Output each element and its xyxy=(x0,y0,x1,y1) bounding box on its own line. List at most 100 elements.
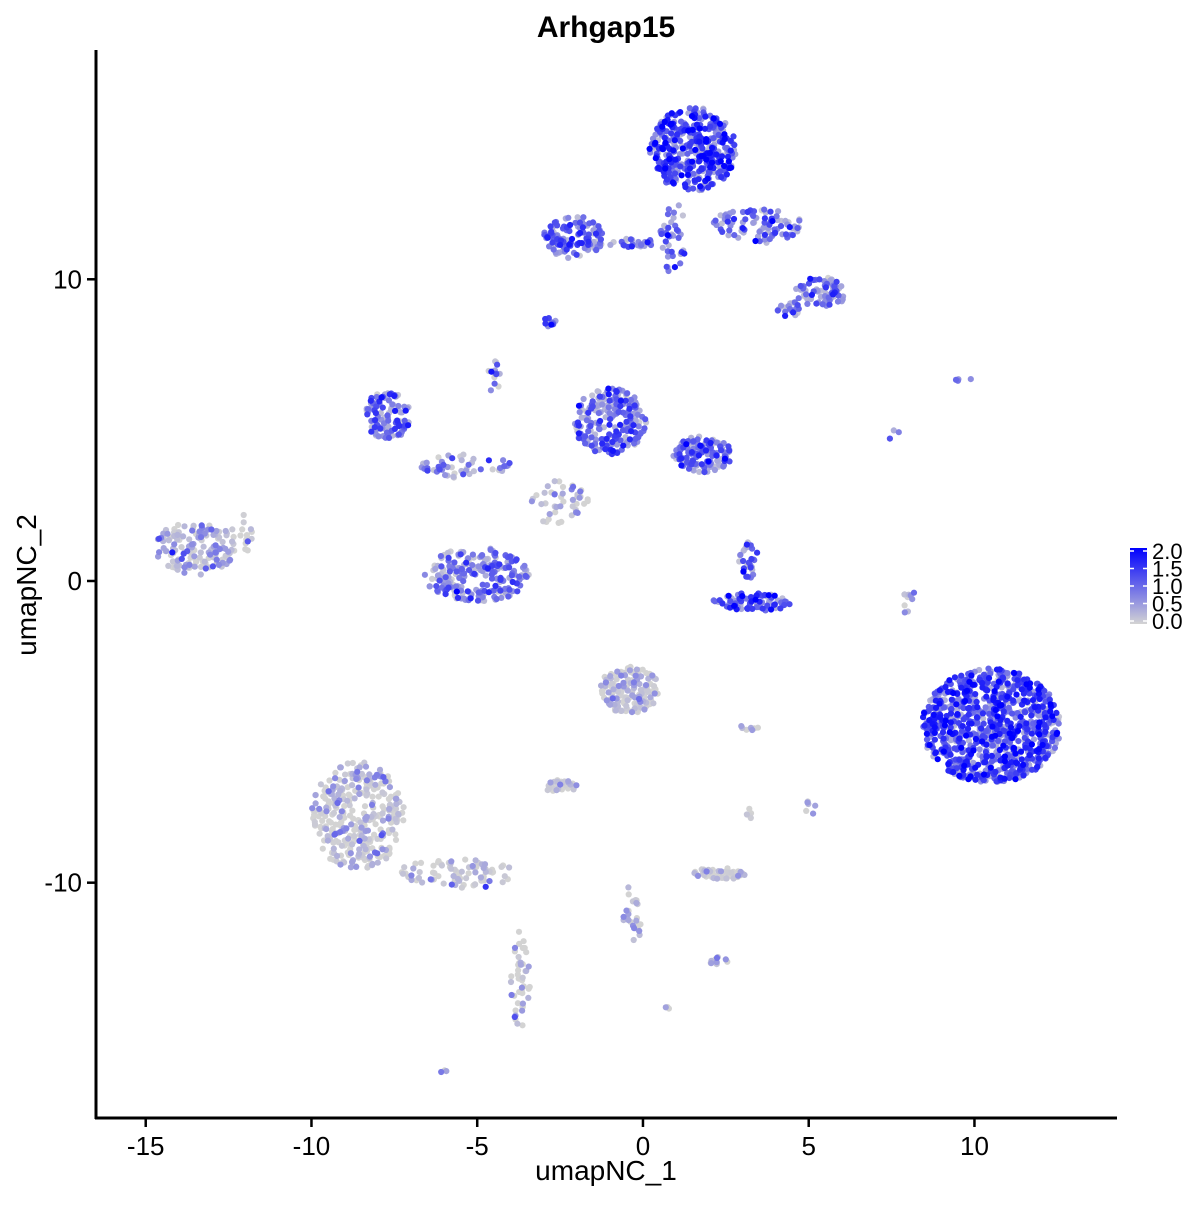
cell-point xyxy=(740,557,747,565)
cell-point xyxy=(708,960,715,967)
cell-point xyxy=(507,553,514,560)
cell-point xyxy=(450,473,457,480)
cell-point xyxy=(652,155,659,162)
cell-point xyxy=(696,468,703,475)
cell-point xyxy=(514,1000,522,1007)
cell-point xyxy=(436,577,443,584)
cell-point xyxy=(991,688,998,695)
cell-point xyxy=(344,797,351,804)
cell-point xyxy=(972,735,980,743)
cell-point xyxy=(607,701,614,708)
cell-point xyxy=(448,881,455,888)
cell-point xyxy=(197,549,204,556)
cell-point xyxy=(410,865,417,872)
cell-point xyxy=(718,220,725,227)
cell-point xyxy=(813,300,820,307)
cell-point xyxy=(1036,731,1043,738)
cell-point xyxy=(435,454,442,461)
cell-point xyxy=(895,429,902,436)
cell-point xyxy=(721,131,728,138)
cell-point xyxy=(222,545,229,552)
colorbar-tick-label: 0.5 xyxy=(1152,592,1183,617)
cell-point xyxy=(632,672,639,679)
cell-point xyxy=(556,478,563,485)
cell-point xyxy=(330,845,337,852)
cell-point xyxy=(383,855,390,862)
cell-point xyxy=(624,390,631,397)
cell-point xyxy=(329,825,336,833)
cell-point xyxy=(438,862,445,869)
cell-point xyxy=(585,409,592,416)
cell-point xyxy=(334,852,341,860)
cell-point xyxy=(623,418,630,425)
cell-point xyxy=(703,138,710,145)
cell-point xyxy=(401,864,408,871)
cell-point xyxy=(1035,686,1042,693)
cell-point xyxy=(990,695,997,702)
cell-point xyxy=(175,521,182,529)
cell-point xyxy=(372,781,379,788)
cell-point xyxy=(972,764,979,771)
cell-point xyxy=(803,807,810,815)
cell-point xyxy=(627,413,634,420)
cell-point xyxy=(623,702,630,710)
cell-point xyxy=(717,212,724,219)
cell-point xyxy=(989,742,997,749)
cell-point xyxy=(342,771,349,778)
cell-point xyxy=(983,741,990,748)
cell-point xyxy=(1022,744,1029,751)
cell-point xyxy=(202,565,209,572)
cell-point xyxy=(345,791,352,798)
cell-point xyxy=(664,232,671,239)
cell-point xyxy=(465,870,472,877)
cell-point xyxy=(544,787,551,794)
cell-point xyxy=(793,285,800,292)
cell-point xyxy=(956,735,963,742)
cell-point xyxy=(956,772,963,780)
cell-point xyxy=(525,994,532,1002)
points-layer xyxy=(154,105,1063,1076)
cell-point xyxy=(727,137,734,144)
cell-point xyxy=(585,238,592,245)
cell-point xyxy=(436,466,443,473)
cell-point xyxy=(777,605,784,612)
cell-point xyxy=(356,790,363,798)
cell-point xyxy=(385,417,392,424)
cell-point xyxy=(825,294,832,301)
cell-point xyxy=(720,463,727,470)
cell-point xyxy=(615,409,622,416)
cell-point xyxy=(1034,763,1041,770)
x-tick-label: 10 xyxy=(960,1131,989,1161)
cell-point xyxy=(696,138,703,145)
cell-point xyxy=(709,159,716,166)
cell-point xyxy=(988,752,996,760)
cell-point xyxy=(1028,712,1035,719)
cell-point xyxy=(169,549,176,556)
cell-point xyxy=(789,232,796,239)
cell-point xyxy=(332,821,339,828)
cell-point xyxy=(540,518,547,525)
cell-point xyxy=(1009,710,1016,717)
cell-point xyxy=(371,831,378,838)
cell-point xyxy=(454,875,461,883)
y-tick-label: 10 xyxy=(53,264,82,294)
cell-point xyxy=(212,542,219,549)
cell-point xyxy=(487,387,494,394)
cell-point xyxy=(460,578,467,585)
cell-point xyxy=(164,530,171,537)
cell-point xyxy=(659,146,666,153)
cell-point xyxy=(444,549,451,556)
cell-point xyxy=(568,235,576,243)
cell-point xyxy=(351,827,358,834)
cell-point xyxy=(701,125,709,132)
cell-point xyxy=(508,973,515,980)
cell-point xyxy=(453,568,460,575)
cell-point xyxy=(595,223,602,230)
cell-point xyxy=(525,963,532,970)
cell-point xyxy=(665,224,672,231)
cell-point xyxy=(926,742,933,749)
cell-point xyxy=(1021,697,1028,704)
cell-point xyxy=(551,478,558,485)
cell-point xyxy=(678,462,685,469)
